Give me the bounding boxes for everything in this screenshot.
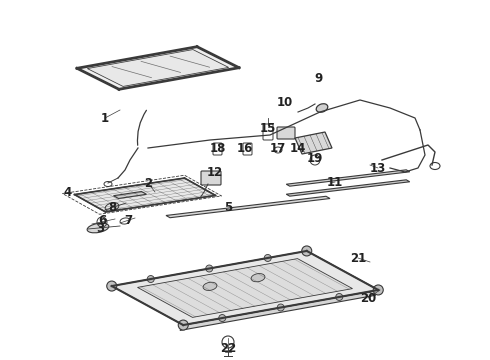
Polygon shape: [286, 180, 410, 196]
Text: 18: 18: [210, 141, 226, 154]
Circle shape: [206, 265, 213, 272]
Text: 2: 2: [144, 176, 152, 189]
Text: 22: 22: [220, 342, 236, 355]
Circle shape: [178, 320, 188, 330]
Text: 1: 1: [101, 112, 109, 125]
Text: 14: 14: [290, 141, 306, 154]
Text: 7: 7: [124, 213, 132, 226]
Polygon shape: [74, 178, 216, 212]
Text: 19: 19: [307, 152, 323, 165]
Polygon shape: [180, 290, 378, 330]
Text: 21: 21: [350, 252, 366, 265]
Circle shape: [373, 285, 383, 295]
Text: 13: 13: [370, 162, 386, 175]
Circle shape: [107, 281, 117, 291]
Polygon shape: [166, 196, 330, 218]
Circle shape: [219, 315, 226, 321]
Ellipse shape: [87, 223, 109, 233]
Polygon shape: [295, 132, 332, 154]
Text: 16: 16: [237, 141, 253, 154]
Polygon shape: [87, 50, 229, 86]
Polygon shape: [114, 192, 147, 198]
Polygon shape: [112, 251, 378, 325]
Text: 9: 9: [314, 72, 322, 85]
Circle shape: [277, 304, 284, 311]
FancyBboxPatch shape: [201, 171, 221, 185]
Text: 20: 20: [360, 292, 376, 305]
Ellipse shape: [203, 282, 217, 291]
Circle shape: [336, 293, 343, 301]
Text: 4: 4: [64, 185, 72, 198]
Text: 11: 11: [327, 176, 343, 189]
Text: 6: 6: [98, 213, 106, 226]
Text: 5: 5: [224, 201, 232, 213]
Ellipse shape: [316, 104, 328, 112]
Polygon shape: [77, 47, 239, 89]
Text: 12: 12: [207, 166, 223, 179]
Circle shape: [264, 255, 271, 261]
FancyBboxPatch shape: [277, 127, 295, 139]
Polygon shape: [303, 251, 378, 295]
Text: 15: 15: [260, 122, 276, 135]
Text: 8: 8: [108, 201, 116, 213]
Circle shape: [147, 275, 154, 283]
Polygon shape: [138, 258, 352, 318]
Text: 17: 17: [270, 141, 286, 154]
Polygon shape: [286, 170, 410, 186]
Ellipse shape: [251, 274, 265, 282]
Text: 10: 10: [277, 95, 293, 108]
Circle shape: [302, 246, 312, 256]
Text: 3: 3: [96, 221, 104, 234]
